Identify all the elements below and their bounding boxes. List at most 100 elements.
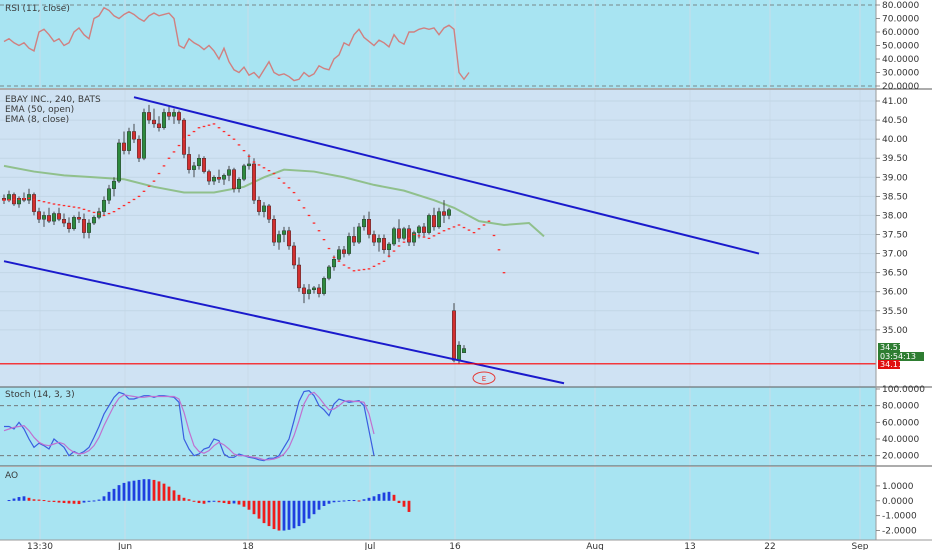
y-tick-label: 37.00 bbox=[882, 250, 908, 260]
y-tick-label: 36.00 bbox=[882, 288, 908, 298]
candle bbox=[106, 184, 111, 204]
ao-bar bbox=[162, 483, 166, 501]
candle-body bbox=[437, 211, 442, 228]
ao-bar bbox=[397, 500, 401, 504]
candle bbox=[166, 106, 171, 121]
ao-bar bbox=[37, 499, 41, 501]
ema8-series bbox=[2, 123, 506, 274]
ema8-dot bbox=[122, 204, 126, 207]
candle bbox=[126, 127, 131, 155]
ao-bar bbox=[92, 500, 96, 502]
candle bbox=[287, 226, 292, 250]
candle-body bbox=[382, 238, 387, 250]
candle bbox=[141, 108, 146, 161]
ema8-dot bbox=[42, 201, 46, 203]
candle-body bbox=[312, 287, 317, 291]
candle-body bbox=[427, 215, 432, 233]
ao-bar bbox=[332, 500, 336, 503]
event-marker-label: E bbox=[482, 375, 486, 383]
stoch-k-line bbox=[4, 390, 375, 462]
ao-pane[interactable] bbox=[0, 467, 876, 540]
candle bbox=[86, 219, 91, 239]
candle-body bbox=[287, 230, 292, 247]
candle-body bbox=[367, 219, 372, 235]
rsi-title[interactable]: RSI (11, close) bbox=[5, 4, 70, 14]
ema8-dot bbox=[112, 211, 116, 213]
ao-bar bbox=[347, 500, 351, 502]
candle bbox=[367, 211, 372, 239]
candle bbox=[302, 284, 307, 304]
ema50-legend[interactable]: EMA (50, open) bbox=[5, 105, 74, 115]
candle-body bbox=[121, 142, 126, 151]
ema8-dot bbox=[262, 167, 266, 169]
ema8-dot bbox=[387, 255, 391, 257]
ema8-dot bbox=[277, 177, 281, 179]
ema8-dot bbox=[357, 269, 361, 271]
y-tick-label: 80.0000 bbox=[882, 1, 919, 11]
ao-bar bbox=[62, 500, 66, 504]
candle bbox=[272, 215, 277, 246]
ao-bar bbox=[27, 497, 31, 501]
ema8-dot bbox=[447, 228, 451, 230]
rsi-series bbox=[3, 6, 470, 82]
rsi-pane[interactable] bbox=[0, 0, 876, 88]
ema8-dot bbox=[287, 187, 291, 189]
candle bbox=[206, 169, 211, 185]
ema8-dot bbox=[497, 249, 501, 251]
ao-title[interactable]: AO bbox=[5, 471, 18, 481]
ao-bar bbox=[382, 492, 386, 501]
awesome-oscillator-series bbox=[7, 479, 411, 531]
ema8-dot bbox=[22, 198, 26, 200]
ao-bar bbox=[377, 494, 381, 501]
candle-body bbox=[262, 205, 267, 212]
ao-bar bbox=[102, 496, 106, 501]
stoch-d-line bbox=[3, 391, 375, 461]
price-title[interactable]: EBAY INC., 240, BATS bbox=[5, 95, 101, 105]
ema8-dot bbox=[362, 268, 366, 271]
candle-body bbox=[317, 287, 322, 294]
ema50-line bbox=[3, 164, 545, 238]
time-axis-area[interactable] bbox=[0, 540, 932, 550]
candle-body bbox=[62, 219, 67, 224]
ema8-dot bbox=[252, 161, 256, 163]
candle bbox=[327, 265, 332, 281]
ao-bar bbox=[117, 485, 121, 501]
ema8-dot bbox=[97, 213, 101, 215]
stochastic-series bbox=[3, 390, 375, 462]
candle bbox=[191, 162, 196, 178]
trend-channel[interactable] bbox=[3, 96, 760, 385]
candle bbox=[32, 192, 37, 216]
stoch-title[interactable]: Stoch (14, 3, 3) bbox=[5, 390, 75, 400]
ema8-dot bbox=[292, 191, 296, 194]
ao-bar bbox=[387, 491, 391, 501]
ema8-legend[interactable]: EMA (8, close) bbox=[5, 115, 69, 125]
ema8-dot bbox=[162, 165, 166, 167]
candle bbox=[267, 203, 272, 224]
ao-bar bbox=[112, 488, 116, 501]
stoch-pane[interactable] bbox=[0, 387, 876, 466]
candle-body bbox=[307, 289, 312, 294]
candle bbox=[221, 173, 226, 185]
candle bbox=[201, 156, 206, 174]
ao-bar bbox=[172, 490, 176, 501]
candle bbox=[66, 217, 71, 233]
candle bbox=[317, 284, 322, 298]
ao-bar bbox=[42, 500, 46, 502]
candle-body bbox=[241, 165, 246, 180]
price-pane[interactable] bbox=[0, 90, 876, 387]
ao-bar bbox=[242, 500, 246, 507]
channel-upper-line bbox=[133, 96, 760, 255]
earnings-event-marker[interactable]: E bbox=[472, 371, 496, 385]
last-price-tag-bg bbox=[878, 343, 900, 352]
candle bbox=[57, 207, 62, 222]
price-axis-area[interactable] bbox=[876, 0, 932, 540]
ema8-dot bbox=[57, 204, 61, 206]
ema8-dot bbox=[437, 232, 441, 234]
candle-body bbox=[392, 228, 397, 245]
candle-body bbox=[141, 112, 146, 159]
x-tick-label: 16 bbox=[449, 542, 461, 550]
candle bbox=[231, 167, 236, 193]
y-tick-label: 0.0000 bbox=[882, 497, 914, 507]
